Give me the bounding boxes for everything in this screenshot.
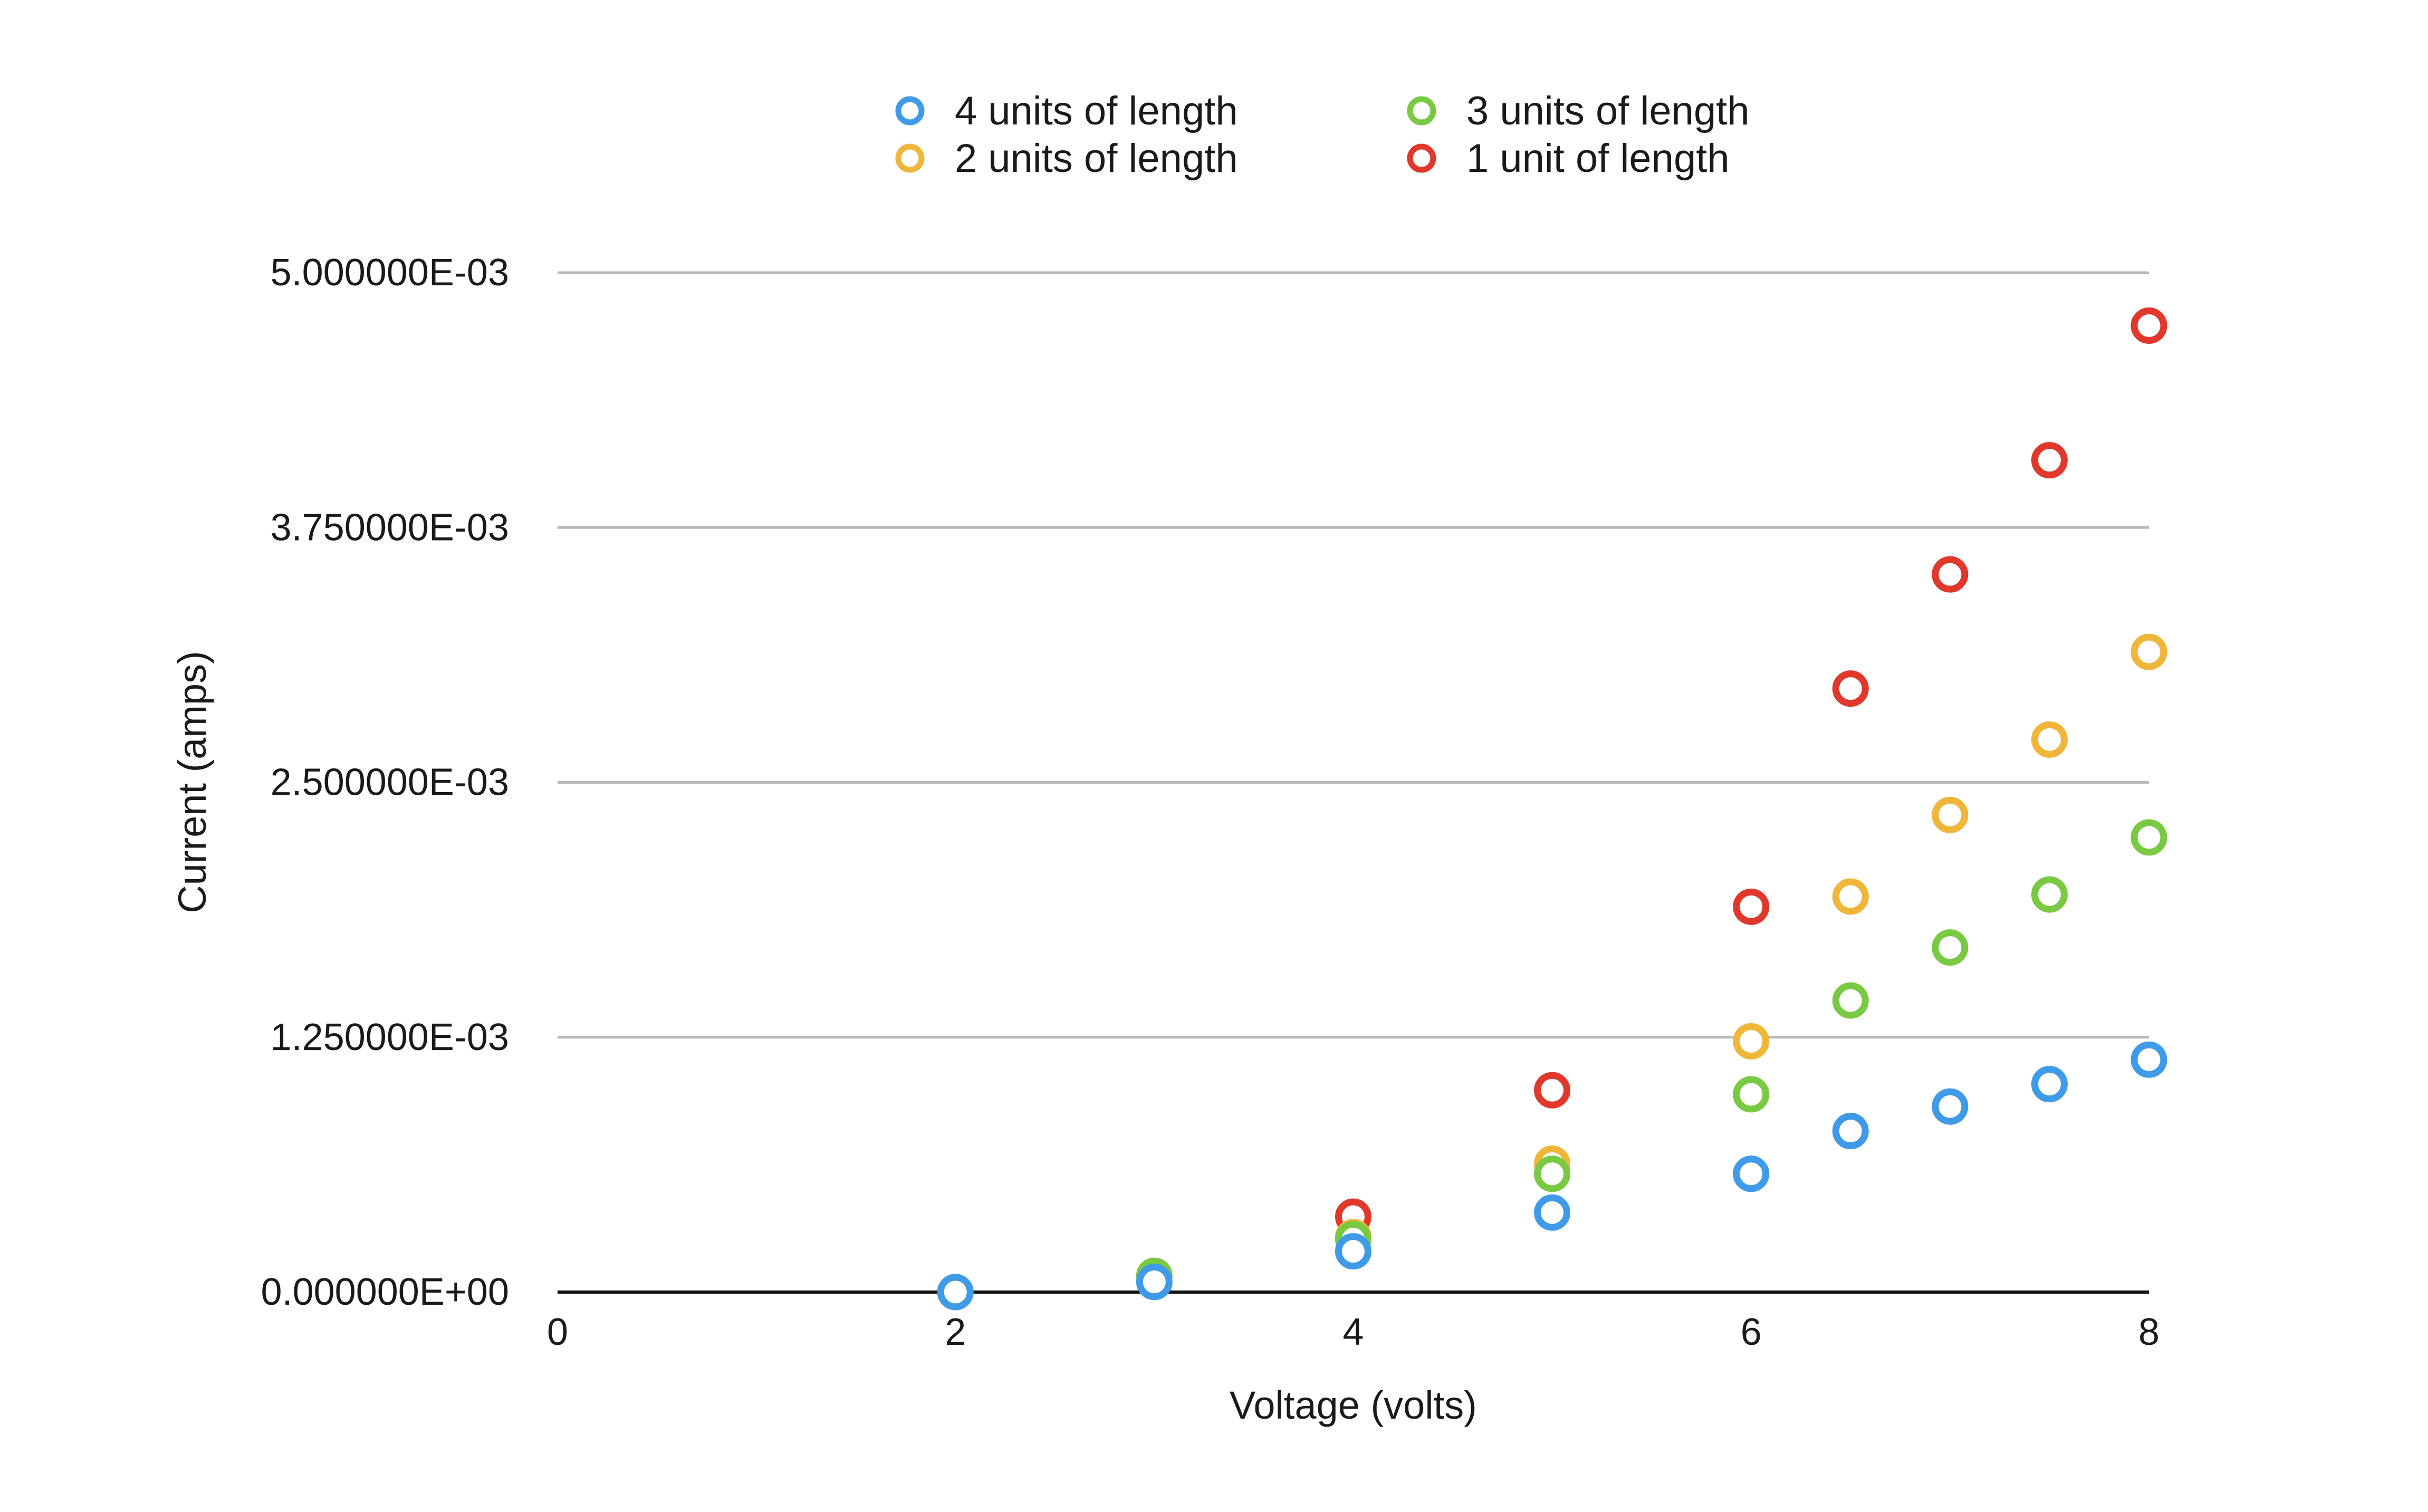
data-points	[937, 307, 2167, 1311]
data-point	[2031, 876, 2068, 913]
data-point	[1932, 556, 1969, 593]
y-axis-ticks: 0.000000E+00 1.250000E-03 2.500000E-03 3.75…	[261, 252, 509, 1313]
data-point	[1534, 1072, 1571, 1109]
x-tick-label: 0	[547, 1311, 568, 1353]
data-point	[1932, 929, 1969, 966]
legend-marker-icon	[895, 96, 925, 126]
legend-marker-icon	[1407, 143, 1436, 173]
x-axis-label: Voltage (volts)	[1230, 1383, 1477, 1427]
y-axis-label: Current (amps)	[170, 651, 214, 913]
legend-label: 3 units of length	[1466, 89, 1750, 133]
gridlines	[558, 271, 2149, 1039]
data-point	[1733, 1155, 1770, 1192]
legend-label: 4 units of length	[955, 89, 1238, 133]
x-tick-label: 8	[2138, 1311, 2160, 1353]
data-point	[1534, 1194, 1571, 1231]
data-point	[2131, 819, 2167, 856]
data-point	[1832, 1113, 1869, 1150]
x-tick-label: 4	[1342, 1311, 1364, 1353]
x-tick-label: 6	[1741, 1311, 1762, 1353]
data-point	[1932, 1088, 1969, 1125]
legend-label: 1 unit of length	[1466, 136, 1730, 181]
legend-item: 3 units of length	[1407, 89, 1750, 133]
data-point	[1733, 1023, 1770, 1060]
data-point	[2131, 307, 2167, 344]
data-point	[1832, 670, 1869, 707]
data-point	[1136, 1264, 1173, 1301]
y-tick-label: 2.500000E-03	[271, 762, 509, 804]
data-point	[1335, 1233, 1371, 1270]
y-tick-label: 0.000000E+00	[261, 1271, 509, 1313]
data-point	[1832, 982, 1869, 1019]
data-point	[1832, 878, 1869, 915]
series-3-units-of-length	[1136, 819, 2167, 1294]
series-4-units-of-length	[937, 1041, 2167, 1311]
data-point	[2131, 633, 2167, 670]
legend-marker-icon	[895, 143, 925, 173]
legend-label: 2 units of length	[955, 136, 1238, 181]
y-tick-label: 5.000000E-03	[271, 252, 509, 294]
data-point	[2031, 721, 2068, 758]
data-point	[2031, 442, 2068, 479]
data-point	[937, 1274, 974, 1311]
legend: 4 units of length 3 units of length 2 unit…	[895, 89, 1750, 181]
series-1-unit-of-length	[1335, 307, 2167, 1235]
data-point	[2031, 1066, 2068, 1103]
x-axis-ticks: 0 2 4 6 8	[547, 1311, 2160, 1353]
data-point	[1733, 888, 1770, 925]
legend-item: 1 unit of length	[1407, 136, 1730, 181]
data-point	[1534, 1155, 1571, 1192]
data-point	[1733, 1076, 1770, 1113]
legend-item: 2 units of length	[895, 136, 1238, 181]
legend-item: 4 units of length	[895, 89, 1238, 133]
y-tick-label: 1.250000E-03	[271, 1016, 509, 1058]
legend-marker-icon	[1407, 96, 1436, 126]
x-tick-label: 2	[945, 1311, 966, 1353]
data-point	[2131, 1041, 2167, 1078]
data-point	[1932, 796, 1969, 833]
y-tick-label: 3.750000E-03	[271, 506, 509, 548]
